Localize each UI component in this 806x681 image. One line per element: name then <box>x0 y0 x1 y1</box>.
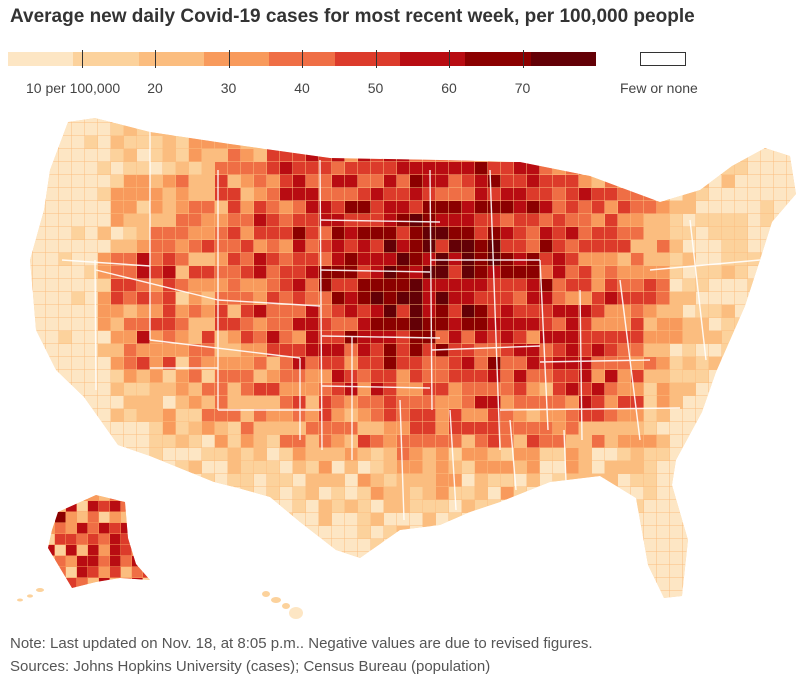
legend-swatch <box>73 52 139 66</box>
us-county-map <box>0 110 806 620</box>
legend-tick <box>228 50 230 68</box>
hawaii <box>262 591 303 619</box>
legend-tick-label: 50 <box>367 80 384 96</box>
alaska <box>48 495 150 588</box>
contiguous-us <box>30 118 796 598</box>
legend-tick <box>155 50 156 68</box>
legend-tick-label: 40 <box>294 80 310 96</box>
legend-tick-label: 20 <box>147 80 163 96</box>
legend-swatch <box>203 52 270 66</box>
legend-tick <box>375 50 377 68</box>
legend-swatch <box>8 52 74 66</box>
sources-line: Sources: Johns Hopkins University (cases… <box>10 658 491 675</box>
legend-tick <box>81 50 83 68</box>
legend-few-or-none-label: Few or none <box>620 80 698 96</box>
legend-swatch <box>269 52 335 66</box>
legend-tick <box>449 50 450 68</box>
legend-tick <box>302 50 303 68</box>
legend-swatch <box>399 52 466 66</box>
legend-swatch <box>465 52 531 66</box>
alaska-aleutians <box>17 588 44 602</box>
legend-tick-label: 60 <box>441 80 457 96</box>
legend-few-or-none-swatch <box>640 52 686 66</box>
legend-tick-label: 10 per 100,000 <box>26 80 121 96</box>
legend-tick <box>522 50 524 68</box>
legend-color-scale <box>8 52 596 66</box>
color-legend: 10 per 100,000 20 30 40 50 60 70 Few or none <box>8 50 708 100</box>
legend-swatch <box>138 52 204 66</box>
state-borders <box>61 132 761 521</box>
legend-swatch <box>530 52 596 66</box>
legend-tick-label: 70 <box>514 80 531 96</box>
footnote: Note: Last updated on Nov. 18, at 8:05 p… <box>10 635 593 652</box>
legend-tick-label: 30 <box>220 80 237 96</box>
chart-title: Average new daily Covid-19 cases for mos… <box>10 6 695 27</box>
legend-swatch <box>334 52 400 66</box>
